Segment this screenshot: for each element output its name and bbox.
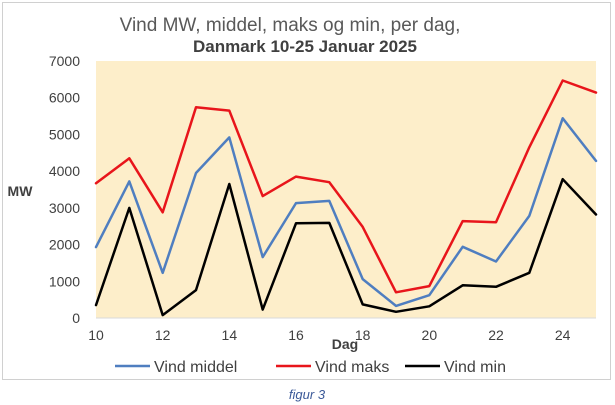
x-tick-label: 22: [488, 327, 504, 343]
chart-title-line2: Danmark 10-25 Januar 2025: [193, 37, 417, 56]
y-tick-label: 4000: [49, 163, 80, 179]
y-axis-title: MW: [8, 183, 34, 199]
x-tick-label: 12: [155, 327, 171, 343]
y-axis-ticks: 0 1000 2000 3000 4000 5000 6000 7000: [49, 53, 80, 326]
figure-caption: figur 3: [289, 387, 326, 402]
x-tick-label: 24: [555, 327, 571, 343]
y-tick-label: 3000: [49, 200, 80, 216]
x-axis-title: Dag: [332, 336, 358, 352]
x-axis-ticks: 10 12 14 16 18 20 22 24: [88, 327, 570, 343]
x-tick-label: 18: [355, 327, 371, 343]
legend-label: Vind min: [444, 359, 506, 376]
y-tick-label: 5000: [49, 126, 80, 142]
series-line-middel: [94, 117, 598, 308]
x-tick-label: 10: [88, 327, 104, 343]
y-tick-label: 1000: [49, 273, 80, 289]
legend: Vind middel Vind maks Vind min: [115, 359, 506, 376]
chart-title-line1: Vind MW, middel, maks og min, per dag,: [120, 15, 461, 36]
y-tick-label: 0: [72, 310, 80, 326]
y-tick-label: 6000: [49, 90, 80, 106]
y-tick-label: 2000: [49, 237, 80, 253]
legend-label: Vind maks: [315, 359, 389, 376]
plot-area: [96, 61, 596, 318]
x-tick-label: 14: [222, 327, 238, 343]
series-lines: [94, 79, 598, 317]
y-tick-label: 7000: [49, 53, 80, 69]
series-line-maks: [94, 79, 598, 294]
legend-label: Vind middel: [154, 359, 237, 376]
x-tick-label: 16: [288, 327, 304, 343]
series-line-min: [94, 177, 598, 317]
x-tick-label: 20: [422, 327, 438, 343]
